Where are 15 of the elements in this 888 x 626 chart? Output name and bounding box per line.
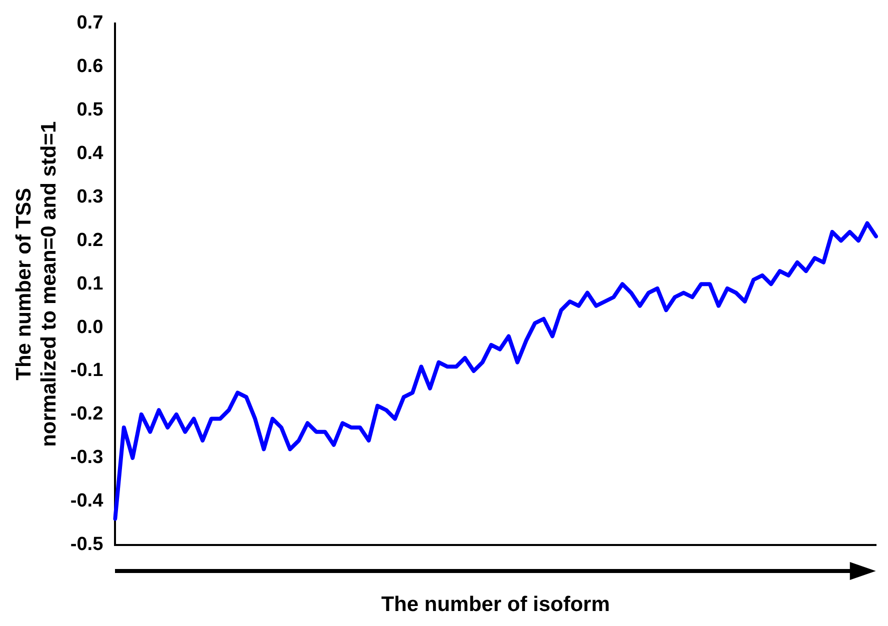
y-tick-label: 0.7: [76, 12, 104, 34]
y-tick-label: -0.3: [70, 447, 104, 468]
y-tick-label: 0.5: [76, 100, 104, 121]
y-tick-label: 0.6: [76, 56, 104, 78]
y-tick-label: 0.3: [76, 186, 104, 208]
y-tick-label: -0.2: [70, 404, 104, 425]
x-axis-title: The number of isoform: [381, 593, 610, 616]
y-axis-title: The number of TSS normalized to mean=0 and std=1: [12, 120, 61, 447]
y-tick-label: 0.1: [76, 273, 104, 294]
y-tick-label: -0.4: [70, 490, 104, 512]
y-tick-label: -0.1: [70, 360, 104, 382]
y-tick-label: -0.5: [70, 534, 104, 556]
y-tick-label: 0.0: [76, 316, 104, 338]
y-tick-label: 0.4: [76, 142, 104, 164]
y-tick-label: 0.2: [76, 230, 104, 251]
